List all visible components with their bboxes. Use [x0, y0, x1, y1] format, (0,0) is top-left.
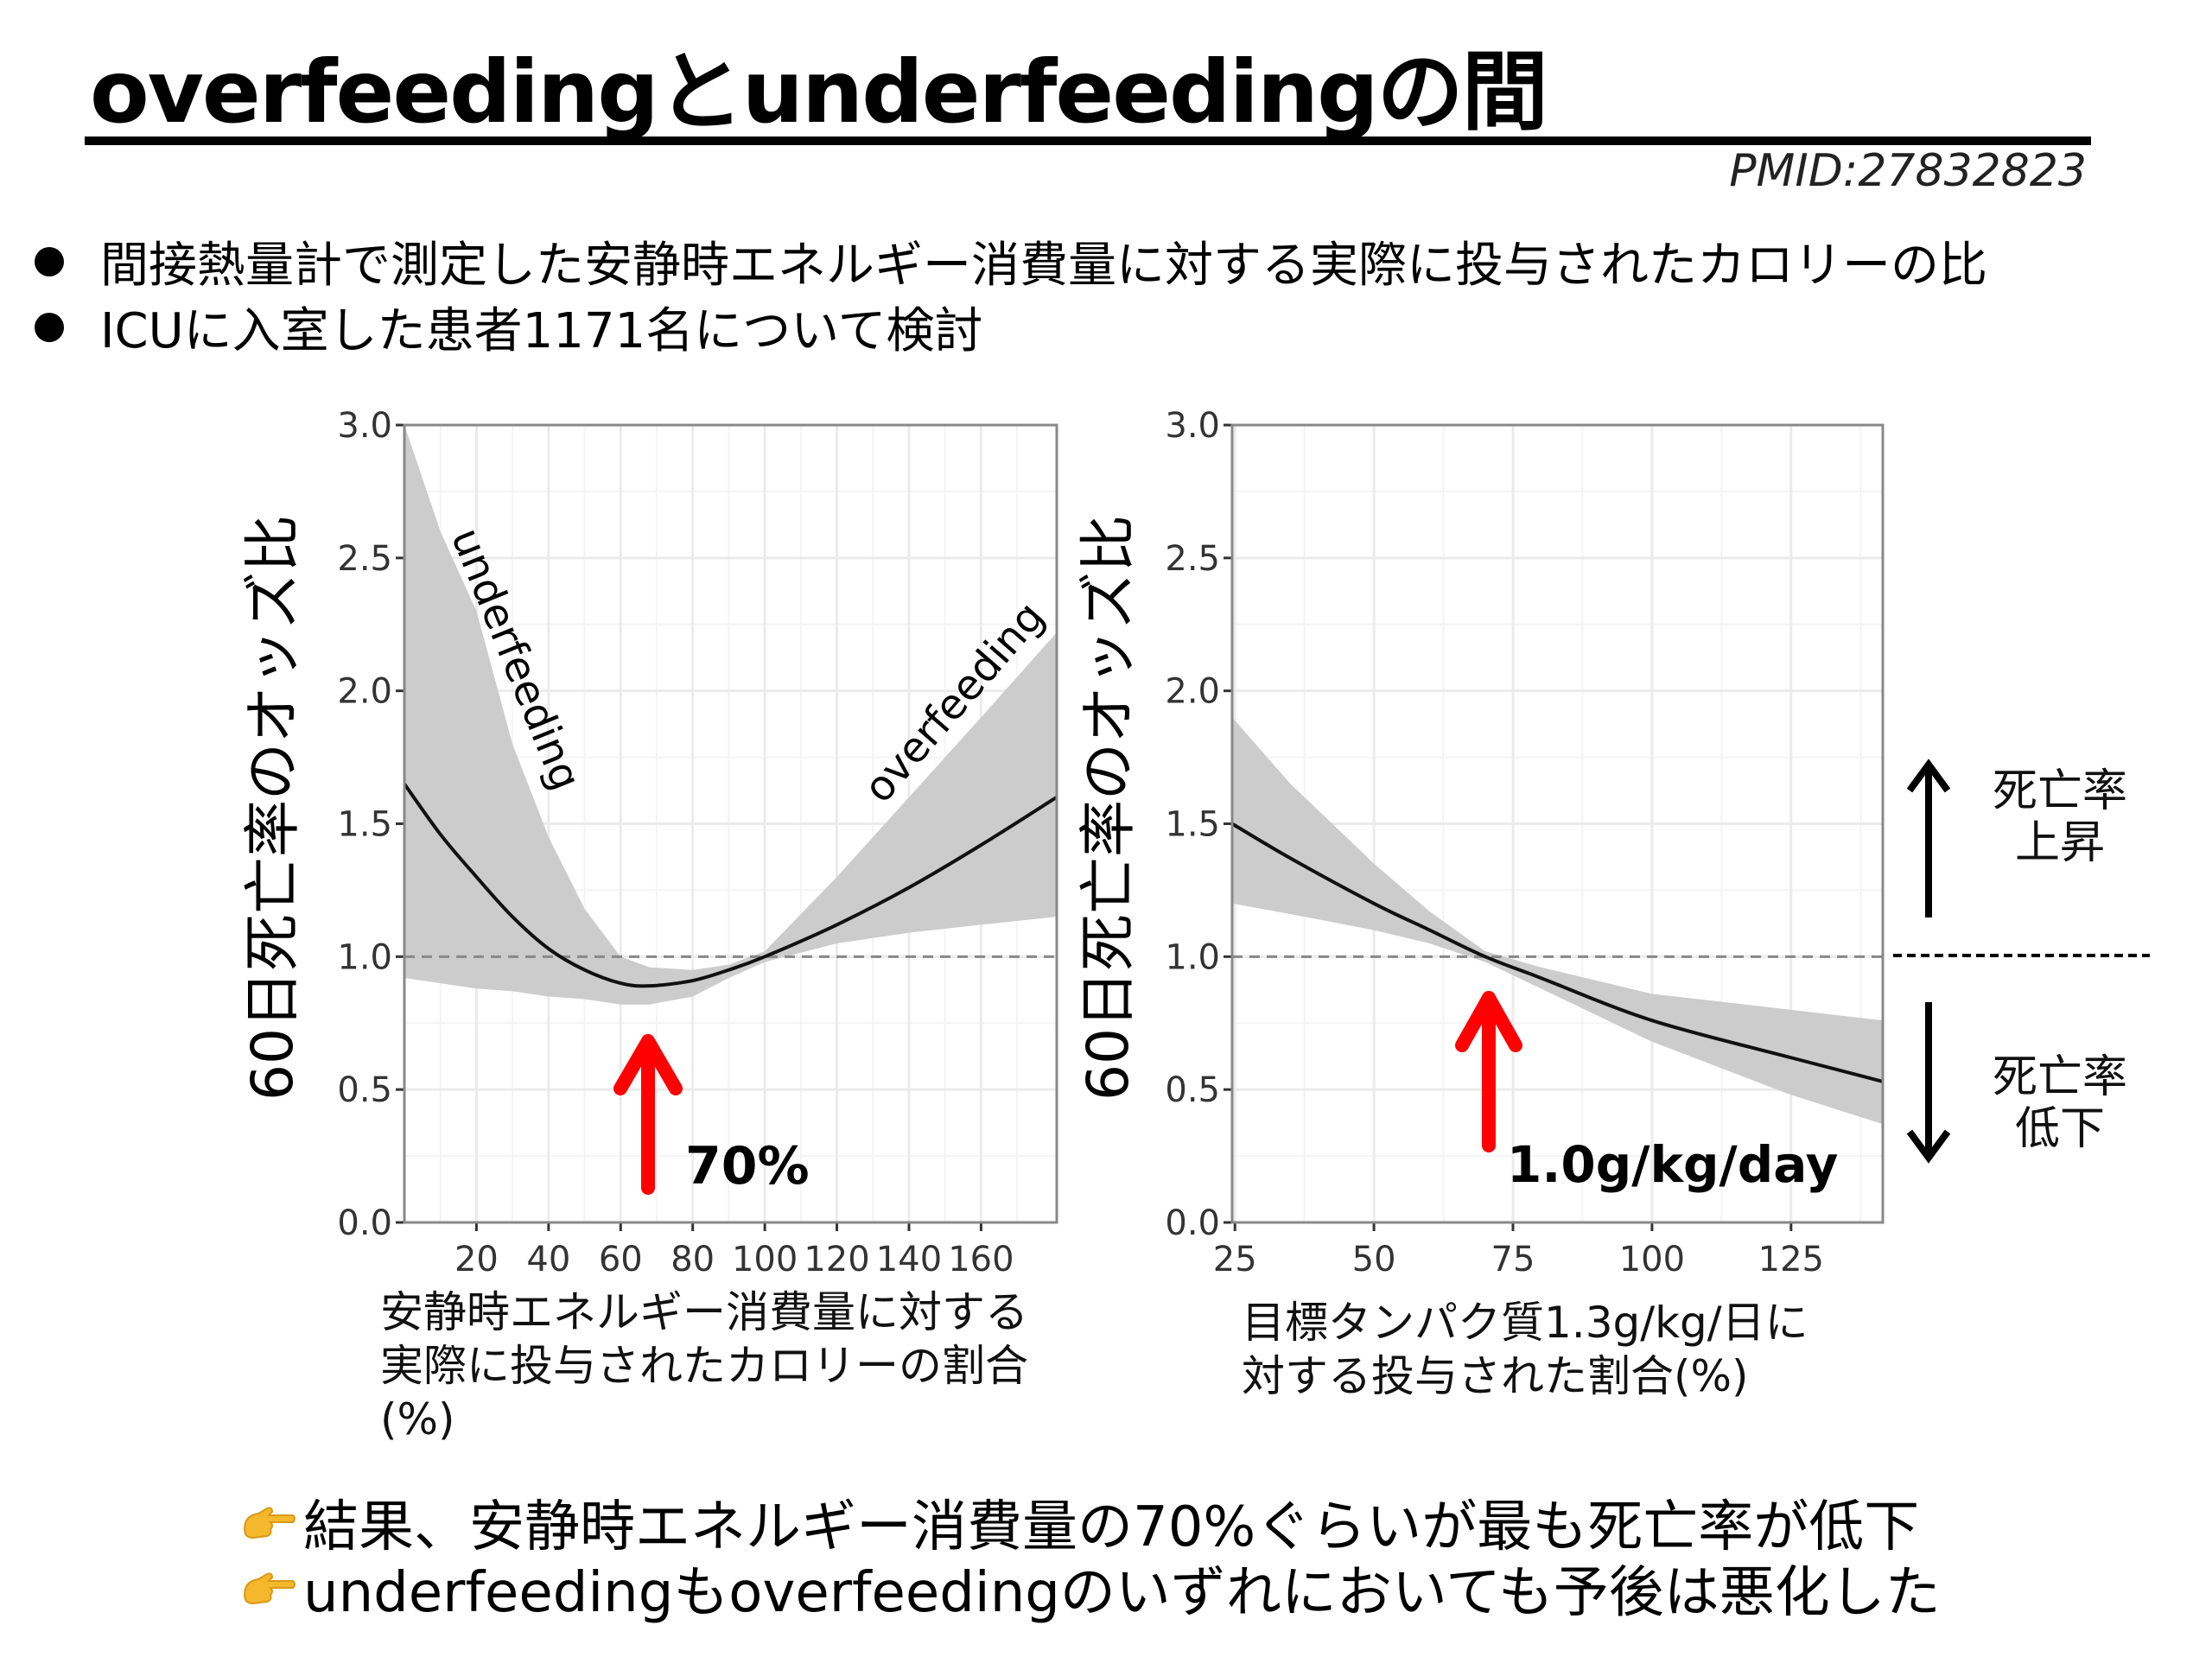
title-underline [85, 136, 2091, 145]
conclusion-item: underfeedingもoverfeedingのいずれにおいても予後は悪化した [241, 1548, 1941, 1628]
x-axis-title: 目標タンパク質1.3g/kg/日に 対する投与された割合(%) [1242, 1296, 1808, 1403]
plot-border [403, 423, 1058, 1224]
x-tick-label: 160 [948, 1240, 1014, 1279]
y-tick-label: 0.0 [1165, 1203, 1220, 1243]
x-tick-label: 100 [1619, 1240, 1685, 1279]
conclusion-text: underfeedingもoverfeedingのいずれにおいても予後は悪化した [303, 1561, 1941, 1625]
mortality-down-label: 死亡率 低下 [1974, 1051, 2146, 1155]
x-axis-title: 安静時エネルギー消費量に対する 実際に投与されたカロリーの割合 (%) [380, 1286, 1028, 1446]
confidence-band [404, 425, 1057, 1005]
odds-ratio-line [403, 783, 1058, 988]
x-tick-label: 140 [876, 1240, 942, 1279]
y-tick-label: 0.5 [1165, 1070, 1220, 1110]
y-axis-title: 60日死亡率のオッズ比 [239, 515, 306, 1101]
y-axis-title: 60日死亡率のオッズ比 [1075, 515, 1141, 1101]
y-tick-label: 2.0 [1165, 672, 1220, 712]
chart-protein-ratio: 0.0 0.5 1.0 1.5 2.0 2.5 3.0 25 50 75 100 125 [1165, 406, 1885, 1279]
x-axis-title-line: 対する投与された割合(%) [1242, 1351, 1749, 1401]
label-line: 低下 [2014, 1103, 2105, 1155]
bullet-dot-icon [35, 246, 64, 276]
label-line: 死亡率 [1992, 765, 2127, 817]
x-tick-label: 20 [454, 1240, 499, 1279]
x-tick-label: 100 [732, 1240, 798, 1279]
pmid-reference: PMID:27832823 [1729, 145, 2087, 197]
page-title: overfeedingとunderfeedingの間 [90, 41, 1548, 143]
x-tick-label: 75 [1491, 1240, 1535, 1279]
y-tick-label: 2.0 [337, 672, 392, 712]
label-line: 死亡率 [1992, 1051, 2127, 1103]
x-axis-title-line: 目標タンパク質1.3g/kg/日に [1242, 1298, 1808, 1348]
red-arrow-icon [1455, 991, 1522, 1152]
pointing-hand-icon [243, 1507, 296, 1540]
y-tick-label: 1.5 [337, 805, 392, 845]
mortality-up-label: 死亡率 上昇 [1974, 765, 2146, 869]
pointing-hand-icon [243, 1572, 296, 1605]
y-tick-label: 1.0 [337, 937, 392, 977]
plot-border [1230, 423, 1885, 1224]
y-tick-label: 2.5 [337, 539, 392, 579]
x-axis-title-line: (%) [380, 1394, 455, 1444]
bullet-item: 間接熱量計で測定した安静時エネルギー消費量に対する実際に投与されたカロリーの比 [35, 226, 1987, 296]
x-tick-label: 50 [1352, 1240, 1396, 1279]
bullet-item: ICUに入室した患者1171名について検討 [35, 292, 982, 362]
x-tick-label: 120 [804, 1240, 869, 1279]
x-axis-title-line: 安静時エネルギー消費量に対する [380, 1287, 1028, 1337]
highlight-label: 70% [685, 1136, 810, 1197]
x-tick-label: 25 [1213, 1240, 1257, 1279]
y-tick-label: 3.0 [1165, 406, 1220, 446]
confidence-band [1232, 717, 1883, 1125]
odds-ratio-line [1230, 822, 1884, 1083]
y-tick-label: 0.0 [337, 1203, 392, 1243]
highlight-label: 1.0g/kg/day [1507, 1135, 1838, 1194]
x-tick-label: 80 [671, 1240, 715, 1279]
x-tick-label: 40 [526, 1240, 570, 1279]
red-arrow-icon [613, 1034, 683, 1195]
bullet-dot-icon [35, 312, 64, 342]
y-tick-label: 0.5 [337, 1070, 392, 1110]
y-tick-label: 2.5 [1165, 539, 1220, 579]
bullet-text: 間接熱量計で測定した安静時エネルギー消費量に対する実際に投与されたカロリーの比 [100, 238, 1987, 294]
label-line: 上昇 [2014, 817, 2105, 869]
y-tick-label: 3.0 [337, 406, 392, 446]
arrow-up-icon [1906, 759, 1951, 917]
x-tick-label: 60 [599, 1240, 643, 1279]
chart-calorie-ratio: 0.0 0.5 1.0 1.5 2.0 2.5 3.0 20 40 60 80 100 120 140 16… [337, 406, 1058, 1279]
bullet-text: ICUに入室した患者1171名について検討 [100, 303, 983, 359]
conclusion-text: 結果、安静時エネルギー消費量の70%ぐらいが最も死亡率が低下 [303, 1495, 1920, 1559]
arrow-down-icon [1906, 1002, 1951, 1164]
x-axis-title-line: 実際に投与されたカロリーの割合 [380, 1341, 1028, 1391]
y-tick-label: 1.0 [1165, 937, 1220, 977]
conclusion-item: 結果、安静時エネルギー消費量の70%ぐらいが最も死亡率が低下 [241, 1482, 1919, 1562]
y-tick-label: 1.5 [1165, 805, 1220, 845]
x-tick-label: 125 [1758, 1240, 1824, 1279]
